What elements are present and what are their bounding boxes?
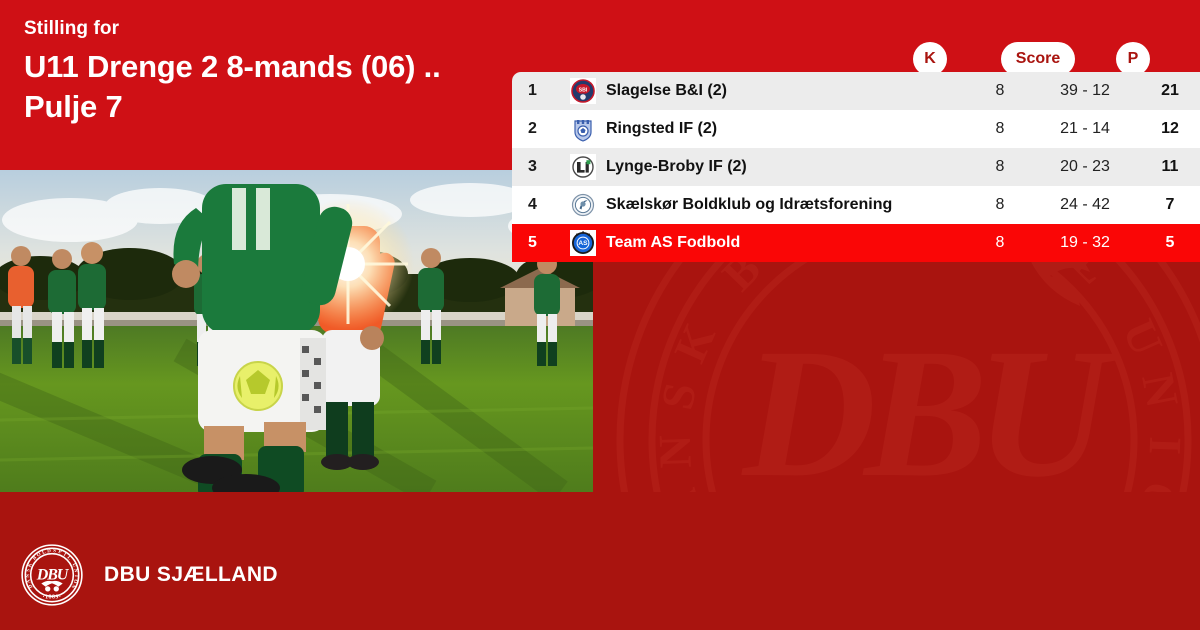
svg-text:SBI: SBI [579, 88, 588, 94]
svg-text:I: I [62, 552, 67, 558]
row-points: 11 [1161, 158, 1179, 175]
svg-text:O: O [36, 551, 43, 558]
svg-text:K: K [27, 562, 34, 568]
svg-text:K: K [664, 311, 728, 370]
table-row[interactable]: 4 Skælskør Boldklub og Idrætsforening 8 … [512, 186, 1200, 224]
row-team-name: Team AS Fodbold [606, 234, 741, 251]
svg-text:DBU: DBU [36, 566, 70, 583]
svg-text:N: N [648, 428, 700, 469]
svg-text:P: P [57, 549, 62, 556]
row-points: 5 [1165, 234, 1175, 251]
footer-org-name: DBU SJÆLLAND [104, 563, 278, 586]
row-position: 5 [528, 234, 537, 251]
row-score: 19 - 32 [1060, 234, 1110, 251]
svg-text:S: S [651, 373, 707, 414]
svg-text:U: U [1113, 312, 1176, 369]
dbu-logo-icon: D A N S K B O L D S P I L U N I O N DBU [20, 543, 84, 607]
row-team-name: Slagelse B&I (2) [606, 82, 727, 99]
table-row[interactable]: 1 SBI Slagelse B&I (2) 8 39 - 12 21 [512, 72, 1200, 110]
svg-text:A: A [25, 578, 32, 583]
team-as-crest-icon: AS [560, 230, 606, 256]
svg-text:·1889·: ·1889· [43, 594, 62, 600]
svg-text:DBU: DBU [741, 311, 1118, 516]
svg-text:O: O [72, 579, 79, 584]
row-matches: 8 [995, 120, 1005, 137]
row-team-name: Ringsted IF (2) [606, 120, 718, 137]
standings-table: 1 SBI Slagelse B&I (2) 8 39 - 12 21 2 [512, 72, 1200, 262]
svg-text:S: S [53, 548, 57, 554]
page-title-line1: U11 Drenge 2 8-mands (06) .. [24, 48, 441, 84]
header-text-block: Stilling for U11 Drenge 2 8-mands (06) .… [24, 18, 514, 127]
header-kicker: Stilling for [24, 18, 120, 39]
svg-text:I: I [73, 575, 79, 577]
svg-text:N: N [69, 583, 76, 589]
row-score: 21 - 14 [1060, 120, 1110, 137]
svg-text:B: B [31, 555, 38, 562]
svg-text:D: D [47, 548, 52, 554]
svg-text:S: S [25, 568, 31, 572]
footer-band [0, 492, 1200, 630]
svg-text:D: D [27, 583, 34, 589]
row-position: 2 [528, 120, 537, 137]
ringsted-shield-icon [560, 116, 606, 142]
page-title: U11 Drenge 2 8-mands (06) .. Pulje 7 [24, 47, 514, 128]
svg-text:L: L [41, 549, 47, 556]
row-score: 24 - 42 [1060, 196, 1110, 213]
row-score: 39 - 12 [1060, 82, 1110, 99]
slagelse-crest-icon: SBI [560, 78, 606, 104]
svg-text:L: L [66, 555, 73, 562]
row-position: 4 [528, 196, 537, 213]
row-points: 21 [1161, 82, 1179, 99]
row-points: 7 [1165, 196, 1175, 213]
row-position: 3 [528, 158, 537, 175]
table-row[interactable]: 3 Lynge-Broby IF (2) 8 20 - 23 11 [512, 148, 1200, 186]
row-matches: 8 [995, 234, 1005, 251]
football-match-photo [0, 170, 593, 492]
svg-text:N: N [25, 574, 31, 578]
footer: D A N S K B O L D S P I L U N I O N DBU [20, 543, 278, 607]
row-matches: 8 [995, 196, 1005, 213]
row-team-name: Lynge-Broby IF (2) [606, 158, 747, 175]
svg-text:N: N [1132, 369, 1190, 417]
svg-text:N: N [72, 568, 79, 573]
row-position: 1 [528, 82, 537, 99]
skaelskoer-crest-icon [560, 192, 606, 218]
svg-text:AS: AS [578, 240, 588, 247]
lyngebroby-circle-icon [560, 154, 606, 180]
svg-text:I: I [1139, 436, 1191, 462]
row-team-name: Skælskør Boldklub og Idrætsforening [606, 196, 893, 213]
page-title-line2: Pulje 7 [24, 89, 123, 125]
table-row[interactable]: 2 Ringsted IF (2) 8 21 - 14 12 [512, 110, 1200, 148]
table-row[interactable]: 5 AS Team AS Fodbold 8 19 - 32 5 [512, 224, 1200, 262]
row-points: 12 [1161, 120, 1179, 137]
row-matches: 8 [995, 82, 1005, 99]
svg-text:U: U [70, 562, 77, 568]
row-matches: 8 [995, 158, 1005, 175]
row-score: 20 - 23 [1060, 158, 1110, 175]
